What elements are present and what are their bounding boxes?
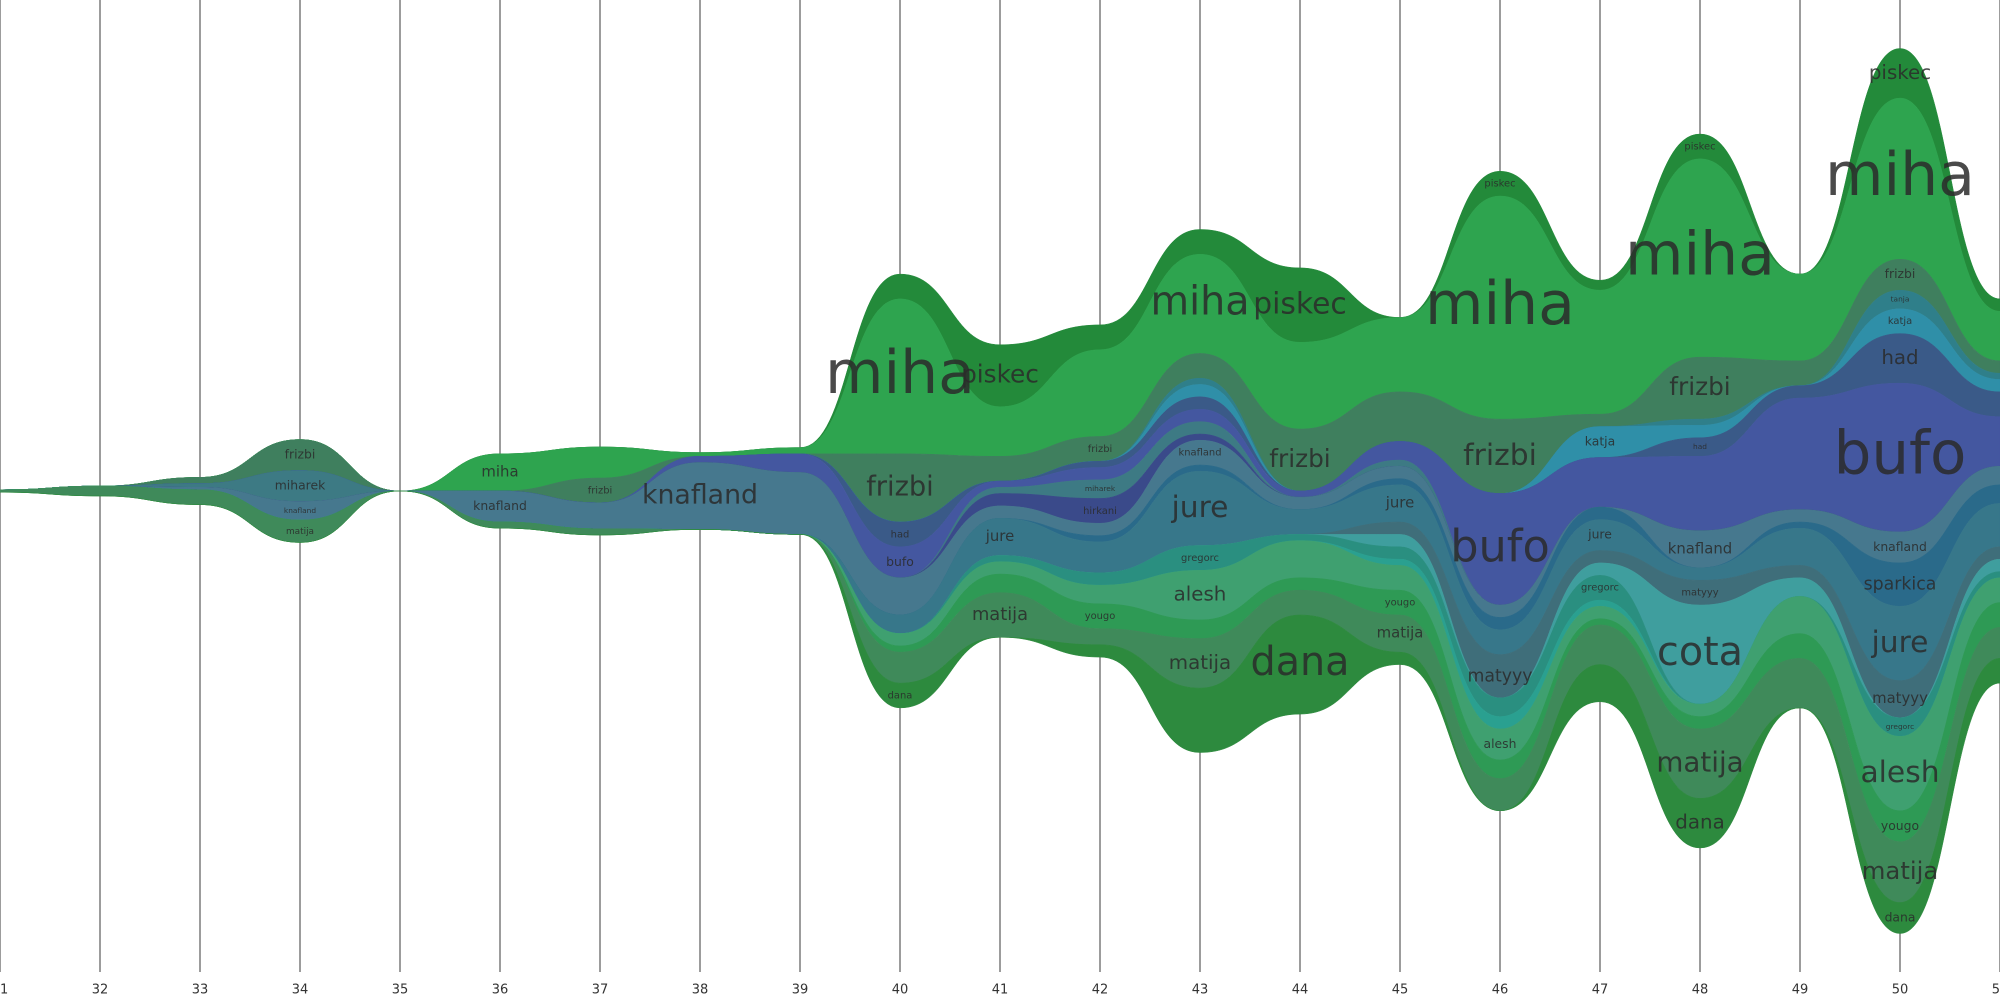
layer-label: piskec <box>1253 287 1346 322</box>
x-tick-label: 36 <box>492 983 509 998</box>
layer-label: frizbi <box>1463 438 1537 473</box>
layer-label: had <box>1693 442 1707 451</box>
layer-label: dana <box>888 691 913 702</box>
layer-label: jure <box>1171 490 1229 525</box>
layer-label: tanja <box>1891 294 1910 303</box>
layer-label: miha <box>481 462 518 480</box>
x-tick-label: 50 <box>1892 983 1909 998</box>
layer-label: frizbi <box>1269 444 1330 473</box>
x-tick-label: 35 <box>392 983 409 998</box>
layer-label: sparkica <box>1864 575 1937 595</box>
layer-label: knafland <box>473 498 527 513</box>
layer-label: knafland <box>642 479 758 510</box>
layer-label: frizbi <box>285 447 316 462</box>
x-tick-label: 33 <box>192 983 209 998</box>
layer-label: miharek <box>275 478 326 493</box>
layer-label: piskec <box>1869 61 1931 84</box>
layer-label: matyyy <box>1681 588 1718 599</box>
layer-label: frizbi <box>1669 372 1730 401</box>
layer-label: piskec <box>1684 141 1715 152</box>
layer-label: gregorc <box>1181 553 1219 564</box>
layer-label: frizbi <box>1885 266 1916 281</box>
layer-label: had <box>891 529 910 540</box>
layer-label: dana <box>1251 639 1350 685</box>
layer-label: frizbi <box>588 485 613 496</box>
layer-label: jure <box>1871 625 1929 660</box>
layer-label: knafland <box>1668 539 1732 557</box>
layer-label: alesh <box>1860 755 1939 790</box>
x-tick-label: 42 <box>1092 983 1109 998</box>
x-tick-label: 44 <box>1292 983 1309 998</box>
layer-label: matija <box>972 604 1028 625</box>
layer-label: knafland <box>284 506 316 515</box>
x-tick-label: 48 <box>1692 983 1709 998</box>
x-tick-label: 49 <box>1792 983 1809 998</box>
x-tick-label: 34 <box>292 983 309 998</box>
layer-label: bufo <box>886 554 914 569</box>
layer-label: knafland <box>1179 448 1222 459</box>
layer-label: yougo <box>1385 598 1416 609</box>
layer-label: piskec <box>961 360 1039 389</box>
layer-label: gregorc <box>1581 583 1619 594</box>
layer-label: katja <box>1888 316 1912 327</box>
layer-label: matija <box>286 527 314 537</box>
x-tick-label: 46 <box>1492 983 1509 998</box>
layer-label: had <box>1881 346 1918 369</box>
x-tick-label: 41 <box>992 983 1009 998</box>
x-tick-label: 39 <box>792 983 809 998</box>
layer-label: cota <box>1657 629 1743 675</box>
layer-label: matija <box>1169 651 1231 674</box>
layer-label: matija <box>1862 856 1938 885</box>
layer-label: miha <box>1425 269 1575 339</box>
layer-label: alesh <box>1484 736 1517 751</box>
layer-label: matija <box>1656 746 1743 779</box>
layer-label: knafland <box>1873 539 1927 554</box>
x-tick-label: 45 <box>1392 983 1409 998</box>
layer-label: yougo <box>1085 611 1116 622</box>
layer-label: miha <box>1150 278 1249 324</box>
layer-label: frizbi <box>1088 444 1113 455</box>
x-tick-label: 47 <box>1592 983 1609 998</box>
layer-label: bufo <box>1834 420 1967 489</box>
layer-label: gregorc <box>1886 722 1914 731</box>
layer-label: dana <box>1675 811 1724 834</box>
layer-label: miha <box>1825 140 1975 210</box>
layer-label: frizbi <box>866 471 934 502</box>
layer-label: dana <box>1885 910 1916 925</box>
x-tick-label: 32 <box>92 983 109 998</box>
layer-label: bufo <box>1450 520 1550 572</box>
layer-label: katja <box>1585 434 1615 449</box>
layer-label: hirkani <box>1083 506 1117 517</box>
x-tick-label: 31 <box>0 983 8 998</box>
layer-label: jure <box>1385 493 1414 511</box>
x-tick-label: 38 <box>692 983 709 998</box>
layer-label: matija <box>1377 624 1424 642</box>
layer-label: yougo <box>1881 818 1919 833</box>
x-tick-label: 37 <box>592 983 609 998</box>
layer-label: piskec <box>1484 179 1515 190</box>
layer-label: matyyy <box>1872 689 1928 707</box>
x-tick-label: 40 <box>892 983 909 998</box>
x-tick-label: 51 <box>1992 983 2000 998</box>
layer-label: miha <box>825 338 975 408</box>
layer-label: matyyy <box>1467 666 1532 686</box>
layer-label: jure <box>1587 527 1612 542</box>
layer-label: miharek <box>1085 484 1116 493</box>
layer-label: miha <box>1625 220 1775 290</box>
layer-label: jure <box>985 527 1014 545</box>
layer-label: alesh <box>1174 583 1227 606</box>
x-tick-label: 43 <box>1192 983 1209 998</box>
